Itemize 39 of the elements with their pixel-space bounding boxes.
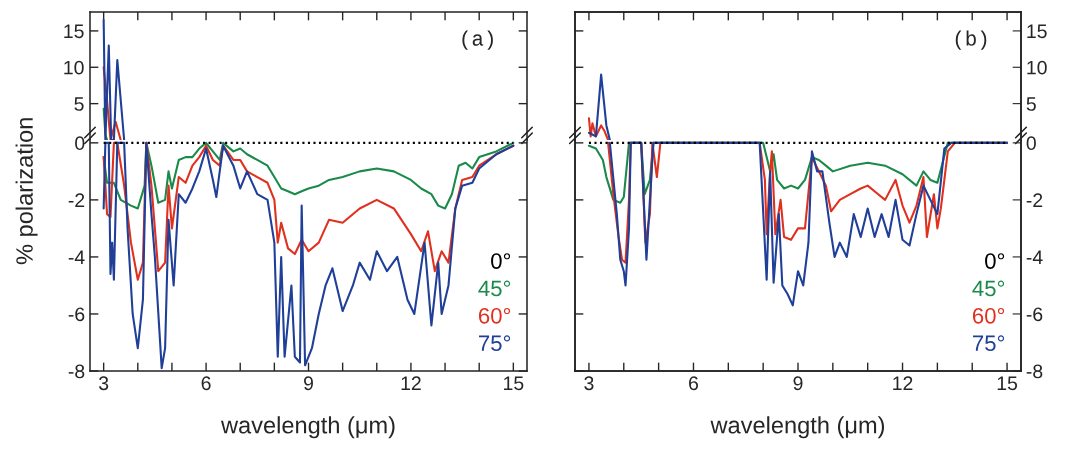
y-tick-label: -2 <box>68 193 85 207</box>
y2-tick-label: 5 <box>1026 97 1036 111</box>
y-tick-label: 0 <box>75 136 85 151</box>
x-axis-title: wavelength (μm) <box>710 416 885 439</box>
x-tick-label: 9 <box>304 376 313 391</box>
y2-tick-label: -6 <box>1026 307 1043 322</box>
text: 60° <box>478 307 511 324</box>
y2-tick-label: 15 <box>1027 24 1047 39</box>
text: 60° <box>972 307 1005 324</box>
y2-tick-label: -2 <box>1026 193 1043 207</box>
x-tick-label: 15 <box>997 376 1018 391</box>
y-tick-label: 5 <box>74 97 84 111</box>
text: 45° <box>478 280 511 297</box>
x-tick-label: 12 <box>893 376 913 390</box>
y-axis-title: % polarization <box>15 118 38 265</box>
y2-tick-label: -4 <box>1026 250 1043 264</box>
x-tick-label: 15 <box>504 376 524 391</box>
y2-tick-label: 0 <box>1026 136 1036 151</box>
series-label: 75° <box>478 335 511 352</box>
y-tick-label: 15 <box>64 24 84 39</box>
text: 45° <box>972 280 1005 297</box>
text: 0° <box>491 253 511 269</box>
y-tick-label: -6 <box>68 307 85 322</box>
x-tick-label: 6 <box>689 376 699 391</box>
annotation: (b) <box>955 30 987 50</box>
text: 75° <box>972 335 1005 352</box>
x-tick-label: 9 <box>793 376 803 391</box>
x-tick-label: 3 <box>584 376 594 391</box>
x-axis-title: wavelength (μm) <box>220 416 395 439</box>
x-tick-label: 12 <box>401 376 421 390</box>
x-tick-label: 3 <box>98 376 109 391</box>
text: 0° <box>985 253 1005 269</box>
y-tick-label: -8 <box>68 364 85 379</box>
y2-tick-label: -8 <box>1026 364 1043 379</box>
x-tick-label: 6 <box>201 376 211 391</box>
y-tick-label: -4 <box>68 250 85 264</box>
y-tick-label: 10 <box>64 60 84 75</box>
annotation: (a) <box>462 30 493 50</box>
y2-tick-label: 10 <box>1027 60 1047 75</box>
